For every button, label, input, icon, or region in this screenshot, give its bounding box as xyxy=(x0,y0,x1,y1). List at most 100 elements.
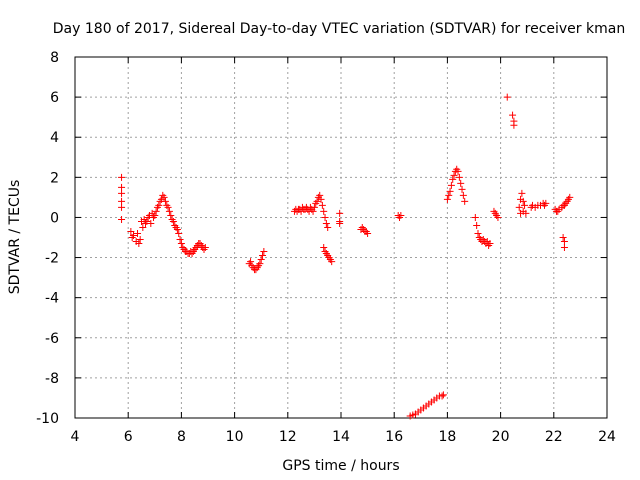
data-point xyxy=(118,203,126,211)
x-tick-label: 6 xyxy=(124,429,133,445)
data-point xyxy=(118,183,126,191)
data-point xyxy=(474,229,482,237)
data-point xyxy=(260,248,268,256)
x-tick-label: 14 xyxy=(332,429,350,445)
data-point xyxy=(566,193,574,201)
data-point xyxy=(310,203,318,211)
y-tick-label: -4 xyxy=(45,291,59,307)
data-point xyxy=(318,201,326,209)
data-point xyxy=(118,197,126,205)
data-point xyxy=(167,211,175,219)
x-tick-label: 8 xyxy=(177,429,186,445)
x-axis-title: GPS time / hours xyxy=(282,458,399,474)
data-point xyxy=(155,201,163,209)
x-tick-label: 22 xyxy=(545,429,563,445)
data-point xyxy=(201,244,209,252)
data-point xyxy=(320,207,328,215)
chart-title: Day 180 of 2017, Sidereal Day-to-day VTE… xyxy=(53,21,625,37)
data-point xyxy=(438,392,446,400)
data-point xyxy=(449,175,457,183)
data-point xyxy=(446,187,454,195)
y-tick-labels: -10 -8 -6 -4 -2 0 2 4 6 8 xyxy=(36,50,59,427)
data-point xyxy=(510,121,518,129)
y-axis-title: SDTVAR / TECUs xyxy=(7,180,23,295)
data-point xyxy=(169,217,177,225)
data-point xyxy=(313,197,321,205)
data-point xyxy=(559,234,567,241)
data-point xyxy=(257,256,265,264)
x-tick-label: 16 xyxy=(385,429,403,445)
data-point xyxy=(519,197,527,205)
data-point xyxy=(560,244,568,252)
data-point xyxy=(450,171,458,179)
data-point xyxy=(447,181,455,189)
x-tick-label: 4 xyxy=(71,429,80,445)
data-point xyxy=(336,209,344,217)
data-point xyxy=(118,215,126,223)
data-point xyxy=(336,219,344,227)
data-point xyxy=(160,193,168,201)
data-point xyxy=(118,173,126,181)
data-point xyxy=(175,229,183,237)
y-tick-label: -2 xyxy=(45,251,59,267)
data-point xyxy=(316,191,324,199)
data-point xyxy=(309,207,317,215)
x-tick-label: 12 xyxy=(279,429,297,445)
data-point xyxy=(503,93,511,101)
data-point xyxy=(320,244,328,252)
data-point xyxy=(127,227,135,235)
data-point xyxy=(256,260,264,268)
data-point xyxy=(165,207,173,215)
data-point xyxy=(151,211,159,219)
grid xyxy=(75,57,607,418)
y-tick-label: -6 xyxy=(45,331,59,347)
data-point xyxy=(135,240,143,248)
data-point xyxy=(173,225,181,233)
data-point xyxy=(328,258,336,266)
data-point xyxy=(324,223,332,231)
data-point xyxy=(443,195,451,203)
data-point xyxy=(152,207,160,215)
y-tick-label: -8 xyxy=(45,371,59,387)
data-point xyxy=(439,391,447,399)
data-point xyxy=(518,189,526,197)
data-point xyxy=(164,203,172,211)
x-tick-label: 18 xyxy=(438,429,456,445)
data-point xyxy=(247,258,255,266)
data-point xyxy=(521,201,529,209)
data-point xyxy=(522,209,530,217)
data-points xyxy=(118,93,574,420)
data-point xyxy=(139,223,147,231)
x-tick-label: 24 xyxy=(598,429,616,445)
data-point xyxy=(454,167,462,175)
y-tick-label: 2 xyxy=(50,170,59,186)
data-point xyxy=(321,213,329,221)
data-point xyxy=(317,195,325,203)
data-point xyxy=(118,189,126,197)
y-tick-label: 4 xyxy=(50,130,59,146)
data-point xyxy=(461,197,469,205)
data-point xyxy=(143,217,151,225)
data-point xyxy=(471,213,479,221)
data-point xyxy=(397,211,405,219)
data-point xyxy=(494,213,502,221)
y-tick-label: 0 xyxy=(50,210,59,226)
data-point xyxy=(515,203,523,211)
data-point xyxy=(322,219,330,227)
x-tick-label: 20 xyxy=(492,429,510,445)
data-point xyxy=(486,240,494,248)
data-point xyxy=(457,179,465,187)
data-point xyxy=(473,221,481,229)
data-point xyxy=(459,191,467,199)
data-point xyxy=(458,185,466,193)
data-point xyxy=(509,111,517,119)
data-point xyxy=(259,252,267,260)
data-point xyxy=(147,219,155,227)
data-point xyxy=(134,229,142,237)
x-tick-label: 10 xyxy=(226,429,244,445)
x-tick-labels: 4 6 8 10 12 14 16 18 20 22 24 xyxy=(71,429,616,445)
data-point xyxy=(542,199,550,207)
data-point xyxy=(176,236,184,244)
data-point xyxy=(560,238,568,246)
